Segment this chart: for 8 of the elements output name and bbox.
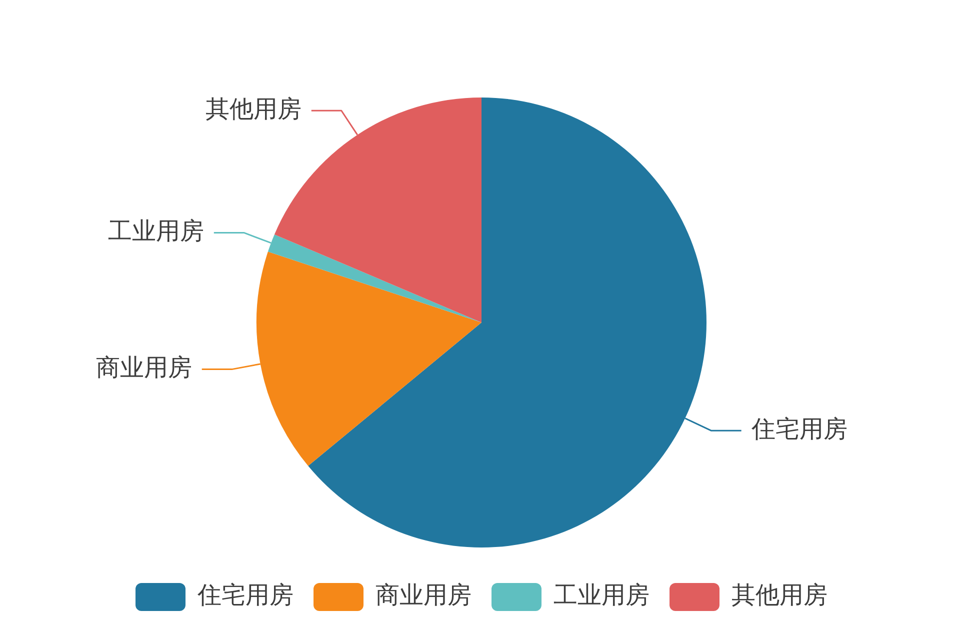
legend-label: 商业用房 [376, 581, 472, 610]
slice-label: 商业用房 [96, 354, 192, 382]
legend-label: 工业用房 [554, 581, 650, 610]
legend-label: 住宅用房 [196, 581, 294, 610]
slice-label: 工业用房 [108, 216, 204, 245]
legend-label: 其他用房 [732, 581, 828, 610]
slice-label: 其他用房 [205, 94, 302, 123]
slice-label: 住宅用房 [750, 414, 848, 443]
